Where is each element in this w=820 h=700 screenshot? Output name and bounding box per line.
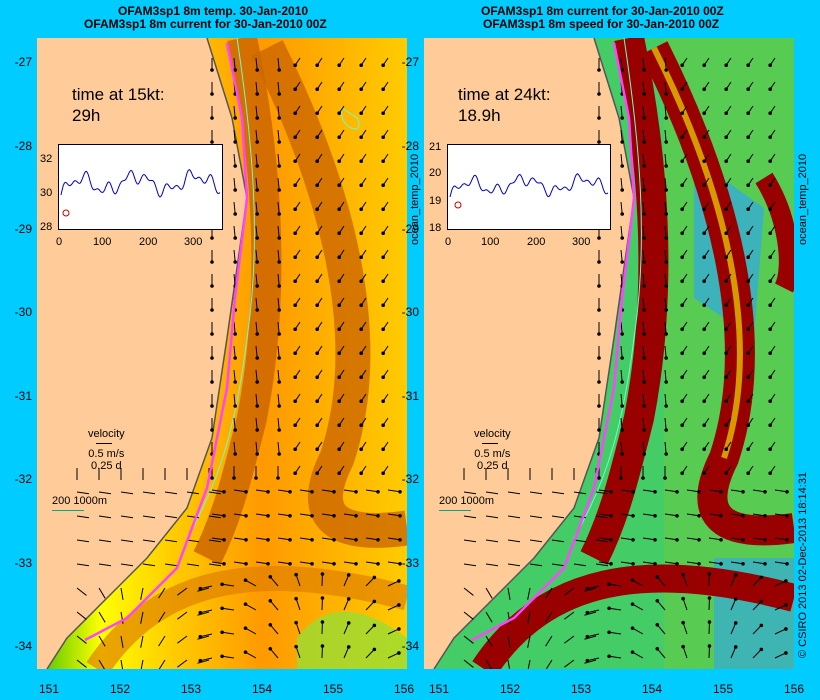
- latitude-tick-label: -30: [401, 305, 419, 319]
- latitude-tick-label: -28: [401, 139, 419, 153]
- left-time-line1: time at 15kt:: [72, 85, 165, 104]
- longitude-tick-label: 151: [38, 682, 60, 696]
- right-inset-xtick: 0: [445, 236, 452, 248]
- latitude-tick-label: -30: [14, 305, 32, 319]
- right-inset-xtick: 200: [527, 236, 546, 248]
- temperature-series: [60, 168, 221, 198]
- velocity-speed: 0.5 m/s: [88, 448, 125, 460]
- right-depth-scale: 200 1000m: [439, 495, 494, 511]
- right-title-line2: OFAM3sp1 8m speed for 30-Jan-2010 00Z: [483, 17, 720, 31]
- velocity-speed: 0.5 m/s: [474, 448, 511, 460]
- right-side-label: ocean_temp_2010: [797, 153, 809, 245]
- left-inset-xtick: 300: [184, 236, 203, 248]
- longitude-tick-label: 154: [251, 682, 273, 696]
- left-inset-ytick: 30: [40, 187, 53, 199]
- right-time-line2: 18.9h: [458, 106, 501, 125]
- latitude-tick-label: -32: [14, 472, 32, 486]
- right-inset-ytick: 21: [429, 141, 442, 153]
- left-time-label: time at 15kt: 29h: [72, 84, 165, 126]
- left-inset-xtick: 200: [139, 236, 158, 248]
- left-inset-xtick: 100: [93, 236, 112, 248]
- right-inset-ytick: 18: [429, 222, 442, 234]
- longitude-tick-label: 155: [712, 682, 734, 696]
- temperature-series: [449, 173, 609, 198]
- velocity-arrows: [76, 57, 402, 669]
- latitude-tick-label: -27: [401, 55, 419, 69]
- left-velocity-legend: velocity 0.5 m/s 0.25 d: [88, 428, 125, 472]
- longitude-tick-label: 155: [322, 682, 344, 696]
- velocity-time: 0.25 d: [91, 460, 122, 472]
- latitude-tick-label: -33: [401, 556, 419, 570]
- left-title-line1: OFAM3sp1 8m temp. 30-Jan-2010: [118, 4, 309, 18]
- longitude-tick-label: 152: [499, 682, 521, 696]
- left-inset-chart: [58, 144, 223, 230]
- longitude-tick-label: 151: [428, 682, 450, 696]
- latitude-tick-label: -33: [14, 556, 32, 570]
- latitude-tick-label: -28: [14, 139, 32, 153]
- left-inset-ytick: 32: [40, 153, 53, 165]
- latitude-tick-label: -29: [14, 222, 32, 236]
- ship-track: [84, 42, 249, 642]
- left-depth-scale: 200 1000m: [52, 495, 107, 511]
- velocity-label: velocity: [474, 428, 511, 440]
- ship-track: [471, 42, 636, 642]
- longitude-tick-label: 156: [783, 682, 805, 696]
- latitude-tick-label: -34: [14, 639, 32, 653]
- right-velocity-legend: velocity 0.5 m/s 0.25 d: [474, 428, 511, 472]
- left-time-line2: 29h: [72, 106, 101, 125]
- velocity-time: 0.25 d: [477, 460, 508, 472]
- longitude-tick-label: 152: [109, 682, 131, 696]
- right-inset-xtick: 100: [481, 236, 500, 248]
- credit-label: © CSIRO 2013 02-Dec-2013 18:14:31: [797, 471, 809, 658]
- latitude-tick-label: -31: [401, 389, 419, 403]
- longitude-tick-label: 154: [641, 682, 663, 696]
- right-inset-ytick: 20: [429, 167, 442, 179]
- latitude-tick-label: -27: [14, 55, 32, 69]
- latitude-tick-label: -31: [14, 389, 32, 403]
- latitude-tick-label: -32: [401, 472, 419, 486]
- right-inset-chart: [447, 144, 611, 230]
- right-inset-xtick: 300: [572, 236, 591, 248]
- left-title-line2: OFAM3sp1 8m current for 30-Jan-2010 00Z: [84, 17, 327, 31]
- latitude-tick-label: -34: [401, 639, 419, 653]
- latitude-tick-label: -29: [401, 222, 419, 236]
- left-inset-ytick: 28: [40, 221, 53, 233]
- right-map-panel: [424, 38, 794, 669]
- left-map-panel: [37, 38, 407, 669]
- right-title-line1: OFAM3sp1 8m current for 30-Jan-2010 00Z: [481, 4, 724, 18]
- left-inset-xtick: 0: [56, 236, 63, 248]
- velocity-arrows: [463, 57, 789, 669]
- right-inset-ytick: 19: [429, 195, 442, 207]
- longitude-tick-label: 153: [570, 682, 592, 696]
- right-time-label: time at 24kt: 18.9h: [458, 84, 551, 126]
- longitude-tick-label: 156: [393, 682, 415, 696]
- right-time-line1: time at 24kt:: [458, 85, 551, 104]
- middle-side-label: ocean_temp_2010: [409, 153, 421, 245]
- speed-map: [424, 38, 794, 669]
- longitude-tick-label: 153: [180, 682, 202, 696]
- temperature-map: [37, 38, 407, 669]
- velocity-label: velocity: [88, 428, 125, 440]
